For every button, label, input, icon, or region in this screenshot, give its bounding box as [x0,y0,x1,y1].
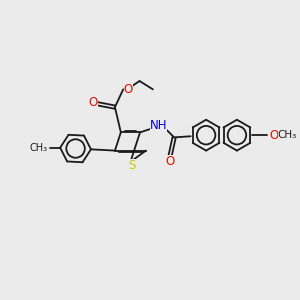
Text: S: S [128,159,136,172]
Text: O: O [88,96,98,109]
Text: O: O [124,82,133,95]
Text: CH₃: CH₃ [29,143,47,153]
Text: NH: NH [150,119,167,132]
Text: O: O [269,129,278,142]
Text: O: O [166,155,175,168]
Text: CH₃: CH₃ [278,130,297,140]
